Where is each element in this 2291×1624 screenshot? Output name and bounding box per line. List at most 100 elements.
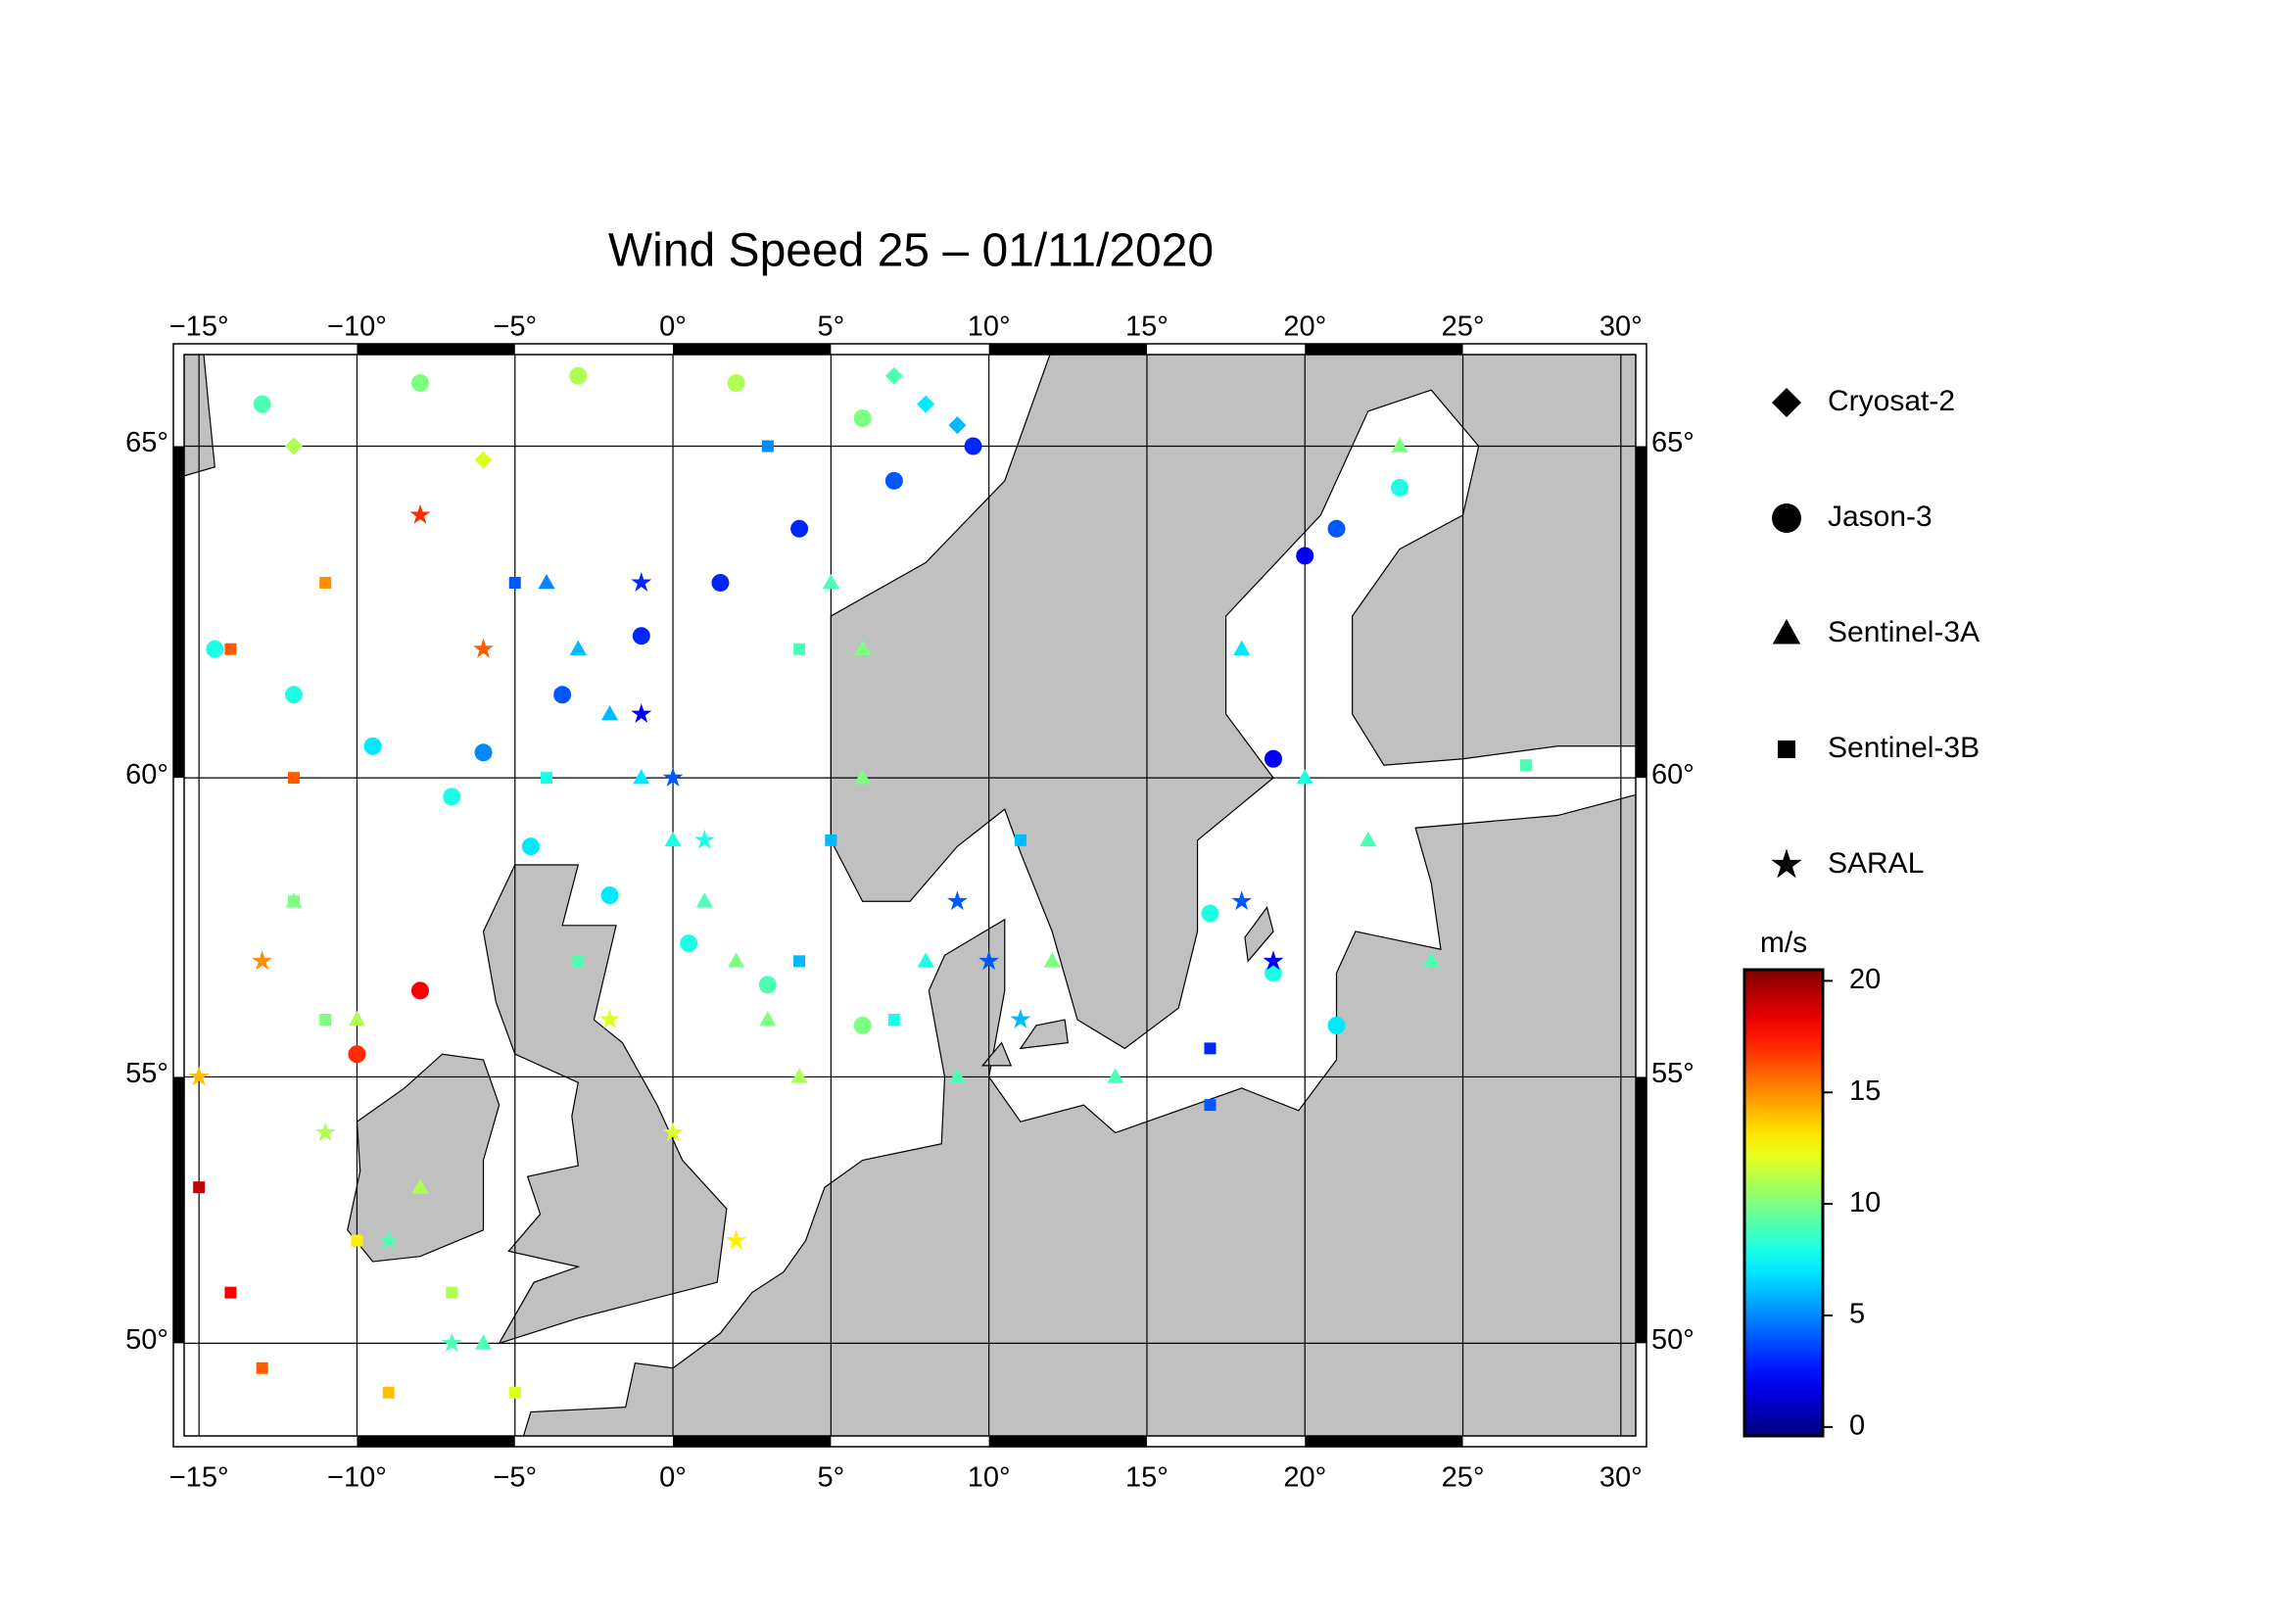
x-tick-label: 30° <box>1599 1462 1643 1494</box>
data-point <box>224 643 237 655</box>
data-point <box>508 1386 521 1399</box>
data-point <box>917 952 934 968</box>
data-point <box>538 573 555 590</box>
data-point <box>822 573 839 590</box>
legend-entry: SARAL <box>1771 847 1924 880</box>
x-tick-label: 25° <box>1442 311 1485 343</box>
data-point <box>1263 950 1284 971</box>
data-point <box>348 1011 366 1027</box>
x-tick-label: −15° <box>169 311 229 343</box>
legend-label: Sentinel-3B <box>1828 732 1980 764</box>
data-point <box>761 440 774 453</box>
data-point <box>790 1068 808 1083</box>
data-point <box>633 769 650 785</box>
data-point <box>664 831 682 847</box>
landmass <box>522 793 1636 1436</box>
legend-label: SARAL <box>1828 847 1924 880</box>
data-point <box>978 950 1000 971</box>
data-point <box>1296 769 1313 785</box>
x-tick-label: 20° <box>1283 1462 1326 1494</box>
data-point <box>348 1045 366 1064</box>
data-point <box>793 643 806 655</box>
x-tick-label: −5° <box>493 1462 537 1494</box>
data-point <box>853 1016 872 1034</box>
data-point <box>287 772 300 785</box>
data-point <box>662 1122 684 1142</box>
data-point <box>446 1286 458 1299</box>
data-point <box>287 895 300 908</box>
data-point <box>662 767 684 788</box>
data-point <box>759 1011 777 1027</box>
x-tick-label: 10° <box>968 311 1011 343</box>
data-point <box>541 772 553 785</box>
data-point <box>1204 1099 1217 1112</box>
data-point <box>363 737 382 755</box>
y-tick-label: 65° <box>1651 427 1694 458</box>
data-point <box>711 573 730 592</box>
data-point <box>314 1122 336 1142</box>
data-point <box>474 451 493 469</box>
data-point <box>569 366 588 385</box>
data-point <box>473 638 494 658</box>
data-point <box>726 1229 747 1250</box>
data-point <box>854 640 872 655</box>
data-point <box>853 408 872 427</box>
legend-marker <box>1771 848 1802 879</box>
landmass <box>830 355 1636 1050</box>
x-tick-label: 10° <box>968 1462 1011 1494</box>
data-point <box>1360 831 1377 847</box>
data-point <box>695 892 713 908</box>
data-point <box>378 1229 400 1250</box>
map-title: Wind Speed 25 – 01/11/2020 <box>608 225 1214 277</box>
data-point <box>884 366 903 385</box>
y-tick-label: 50° <box>1651 1324 1694 1356</box>
data-point <box>441 1332 462 1353</box>
x-tick-label: −10° <box>327 311 387 343</box>
points <box>188 366 1533 1399</box>
y-tick-label: 60° <box>1651 759 1694 790</box>
data-point <box>1391 478 1409 497</box>
data-point <box>410 374 429 393</box>
data-point <box>884 471 903 490</box>
data-point <box>410 981 429 1000</box>
data-point <box>600 886 619 905</box>
x-tick-label: 15° <box>1125 1462 1169 1494</box>
data-point <box>1014 834 1026 846</box>
legend-label: Jason-3 <box>1828 501 1933 533</box>
data-point <box>948 416 967 435</box>
data-point <box>1327 519 1346 538</box>
landmass <box>1244 906 1274 963</box>
data-point <box>572 955 585 968</box>
data-point <box>1107 1068 1124 1083</box>
legend-marker <box>1772 503 1801 533</box>
frame-segment <box>357 1436 515 1447</box>
legend-entry: Sentinel-3B <box>1778 732 1980 764</box>
data-point <box>854 769 872 785</box>
data-point <box>284 437 303 455</box>
data-point <box>1233 640 1251 655</box>
data-point <box>948 1068 966 1083</box>
data-point <box>599 1009 620 1028</box>
x-tick-label: 20° <box>1283 311 1326 343</box>
data-point <box>253 395 271 413</box>
colorbar-tick-label: 5 <box>1849 1299 1865 1330</box>
frame-outer <box>172 343 1647 1448</box>
colorbar-tick-label: 0 <box>1849 1410 1865 1442</box>
data-point <box>758 976 777 994</box>
data-point <box>1327 1016 1346 1034</box>
legend-label: Cryosat-2 <box>1828 385 1955 417</box>
data-point <box>188 1066 210 1086</box>
frame-segment <box>357 344 515 355</box>
frame-segment <box>1305 344 1463 355</box>
legend-marker <box>1772 388 1801 417</box>
data-point <box>825 834 837 846</box>
colorbar-tick-label: 15 <box>1849 1075 1881 1107</box>
data-point <box>284 686 303 704</box>
landmass <box>1019 1019 1069 1050</box>
data-point <box>1264 749 1282 768</box>
colorbar-tick-label: 10 <box>1849 1187 1881 1218</box>
data-point <box>409 503 431 524</box>
data-point <box>1264 964 1282 982</box>
data-point <box>351 1234 363 1247</box>
